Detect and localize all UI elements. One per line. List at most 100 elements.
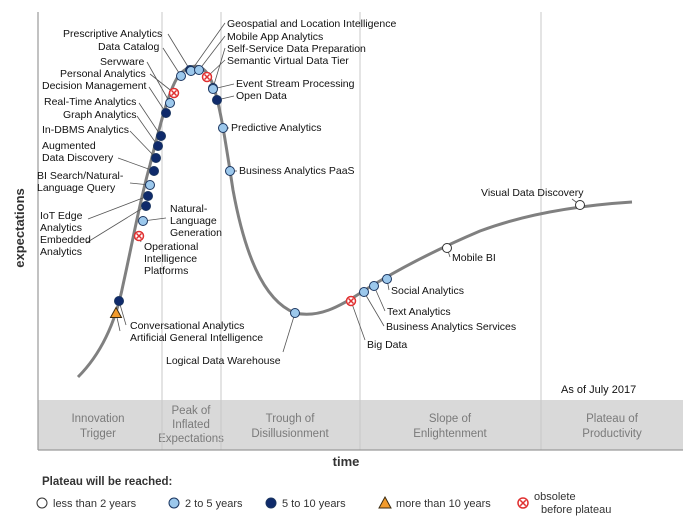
legend-label: less than 2 years	[53, 498, 137, 510]
phase-dividers	[161, 12, 542, 450]
leader-line	[212, 47, 226, 89]
technology-label: Text Analytics	[387, 306, 451, 318]
phase-label: Expectations	[158, 433, 224, 445]
as-of-date: As of July 2017	[561, 384, 636, 396]
technology-marker	[369, 281, 379, 291]
technology-marker	[442, 243, 452, 253]
legend-label: 2 to 5 years	[185, 498, 243, 510]
technology-label: Natural-Language Generation	[170, 203, 222, 239]
technology-label: Open Data	[236, 90, 287, 102]
y-axis-label: expectations	[12, 188, 27, 267]
leader-line	[129, 130, 157, 159]
technology-marker	[109, 306, 123, 318]
technology-marker	[194, 65, 204, 75]
technology-label: Logical Data Warehouse	[166, 355, 281, 367]
legend-item: more than 10 years	[378, 495, 491, 510]
leader-line	[282, 312, 296, 353]
technology-label: Event Stream Processing	[236, 78, 355, 90]
technology-label: In-DBMS Analytics	[42, 124, 129, 136]
legend-marker	[378, 495, 392, 509]
phase-label: Innovation	[71, 413, 124, 425]
technology-label: Artificial General Intelligence	[130, 332, 263, 344]
leader-line	[198, 35, 226, 71]
technology-marker	[176, 71, 186, 81]
technology-marker	[168, 87, 180, 99]
technology-marker	[212, 95, 222, 105]
legend-marker	[36, 497, 48, 509]
technology-label: Operational Intelligence Platforms	[144, 241, 198, 277]
leader-line	[85, 205, 147, 244]
technology-marker	[208, 84, 218, 94]
technology-label: Mobile BI	[452, 252, 496, 264]
leader-line	[167, 33, 191, 71]
technology-marker	[382, 274, 392, 284]
phase-label: Slope of	[429, 413, 472, 425]
legend-label: more than 10 years	[396, 498, 491, 510]
legend-item: 2 to 5 years	[168, 497, 243, 510]
technology-marker	[156, 131, 166, 141]
phase-label: Trigger	[80, 428, 116, 440]
technology-label: Visual Data Discovery	[481, 187, 584, 199]
technology-marker	[218, 123, 228, 133]
technology-marker	[149, 166, 159, 176]
leader-line	[138, 102, 162, 137]
leader-line	[136, 115, 159, 147]
technology-marker	[143, 191, 153, 201]
technology-marker	[133, 230, 145, 242]
technology-marker	[138, 216, 148, 226]
leader-line	[146, 61, 171, 104]
technology-label: Graph Analytics	[63, 109, 137, 121]
technology-marker	[201, 71, 213, 83]
legend-marker	[168, 497, 180, 509]
phase-label: Inflated	[172, 419, 210, 431]
technology-marker	[225, 166, 235, 176]
leader-line	[148, 86, 167, 114]
technology-marker	[145, 180, 155, 190]
technology-label: Business Analytics PaaS	[239, 165, 355, 177]
technology-marker	[575, 200, 585, 210]
technology-label: BI Search/Natural-Language Query	[37, 170, 124, 194]
technology-marker	[359, 287, 369, 297]
technology-marker	[114, 296, 124, 306]
phase-label: Productivity	[582, 428, 642, 440]
x-axis-label: time	[333, 454, 360, 469]
leader-line	[87, 195, 149, 220]
technology-label: Semantic Virtual Data Tier	[227, 55, 349, 67]
legend: Plateau will be reached: less than 2 year…	[36, 476, 611, 516]
leader-line	[190, 22, 226, 72]
technology-marker	[165, 98, 175, 108]
legend-item: 5 to 10 years	[265, 497, 346, 510]
technology-label: Geospatial and Location Intelligence	[227, 18, 396, 30]
technology-marker	[153, 141, 163, 151]
technology-label: Predictive Analytics	[231, 122, 321, 134]
technology-label: Social Analytics	[391, 285, 464, 297]
leader-line	[162, 47, 182, 77]
phase-label: Disillusionment	[251, 428, 329, 440]
technology-labels: Artificial General IntelligenceConversat…	[37, 18, 584, 367]
legend-item: less than 2 years	[36, 497, 137, 510]
phase-label: Enlightenment	[413, 428, 487, 440]
legend-title: Plateau will be reached:	[42, 476, 172, 488]
phase-label: Trough of	[266, 413, 316, 425]
legend-label: 5 to 10 years	[282, 498, 346, 510]
legend-label: before plateau	[541, 504, 611, 516]
technology-label: Real-Time Analytics	[44, 96, 136, 108]
leader-line	[363, 291, 385, 327]
technology-marker	[290, 308, 300, 318]
phase-label: Peak of	[172, 405, 212, 417]
technology-label: Embedded Analytics	[40, 234, 91, 258]
technology-marker	[151, 153, 161, 163]
technology-marker	[345, 295, 357, 307]
leader-line	[350, 300, 366, 341]
technology-label: Servware	[100, 56, 145, 68]
technology-label: Augmented Data Discovery	[42, 140, 114, 164]
legend-marker	[517, 497, 529, 509]
technology-marker	[141, 201, 151, 211]
phase-label: Plateau of	[586, 413, 639, 425]
legend-label: obsolete	[534, 491, 576, 503]
axes	[37, 12, 683, 451]
leader-line	[117, 157, 155, 172]
technology-label: Self-Service Data Preparation	[227, 43, 366, 55]
